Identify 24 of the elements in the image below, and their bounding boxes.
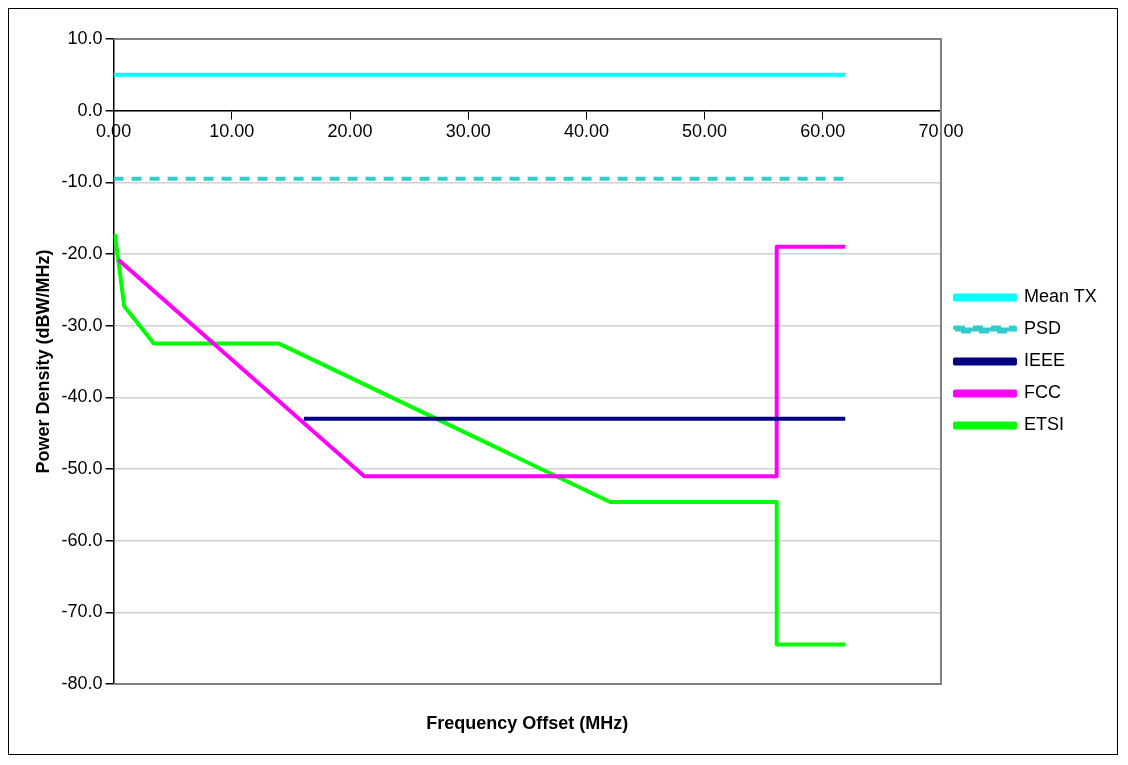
- y-tick-label: -30.0: [61, 314, 103, 335]
- y-tick-label: -60.0: [61, 529, 103, 550]
- y-tick-label: -80.0: [61, 672, 103, 693]
- legend-label: FCC: [1023, 382, 1061, 403]
- x-tick-label: 70.00: [918, 121, 964, 142]
- x-tick-label: 50.00: [682, 121, 728, 142]
- y-tick-label: -10.0: [61, 171, 103, 192]
- y-tick-label: -40.0: [61, 386, 103, 407]
- y-tick-label: -50.0: [61, 457, 103, 478]
- legend-label: ETSI: [1023, 414, 1064, 435]
- legend-label: Mean TX: [1023, 286, 1097, 307]
- y-tick-label: 0.0: [77, 99, 103, 120]
- legend-label: PSD: [1023, 318, 1061, 339]
- y-axis-title: Power Density (dBW/MHz): [32, 249, 53, 474]
- x-tick-label: 40.00: [563, 121, 609, 142]
- x-tick-label: 60.00: [800, 121, 846, 142]
- x-tick-label: 10.00: [209, 121, 255, 142]
- y-tick-label: -70.0: [61, 601, 103, 622]
- x-tick-label: 20.00: [327, 121, 373, 142]
- legend-label: IEEE: [1023, 350, 1065, 371]
- y-tick-label: -20.0: [61, 242, 103, 263]
- x-tick-label: 30.00: [445, 121, 491, 142]
- y-tick-label: 10.0: [67, 27, 103, 48]
- x-axis-title: Frequency Offset (MHz): [426, 712, 629, 733]
